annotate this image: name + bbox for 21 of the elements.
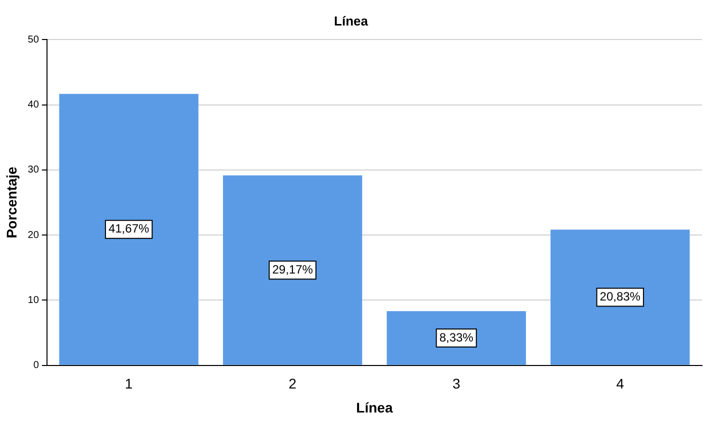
y-tick-label: 50 (28, 34, 40, 46)
bar (222, 175, 362, 365)
bar (386, 311, 526, 365)
x-tick-label: 1 (124, 376, 133, 392)
bar (59, 94, 198, 365)
y-tick-label: 20 (28, 230, 40, 241)
x-tick-label: 4 (616, 376, 624, 392)
data-label: 20,83% (600, 290, 641, 304)
y-tick-label: 30 (28, 164, 40, 176)
data-label: 8,33% (439, 330, 474, 344)
bar (550, 230, 690, 365)
x-tick-label: 3 (452, 376, 460, 392)
y-tick-label: 10 (28, 294, 40, 306)
x-tick-label: 2 (288, 376, 297, 392)
y-axis-title: Porcentaje (3, 166, 20, 238)
y-tick-label: 0 (33, 360, 40, 372)
x-axis-title: Línea (356, 399, 393, 416)
chart-title: Línea (334, 13, 369, 28)
data-label: 29,17% (272, 262, 314, 276)
y-tick-label: 40 (28, 100, 40, 111)
data-label: 41,67% (108, 222, 150, 236)
